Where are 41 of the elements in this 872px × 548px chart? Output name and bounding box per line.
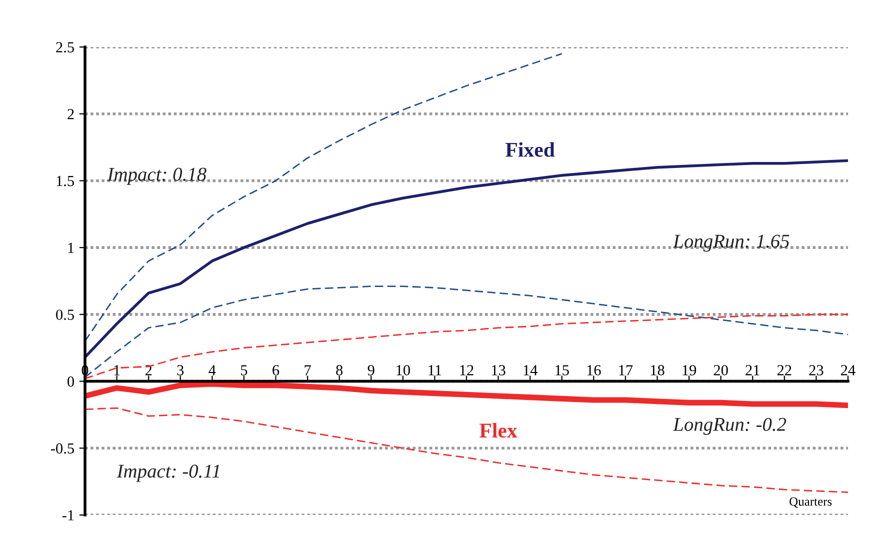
- x-tick-label: 13: [492, 365, 506, 376]
- x-tick-label: 9: [368, 365, 374, 376]
- series-label: Fixed: [506, 142, 555, 157]
- line-series: [85, 52, 563, 342]
- x-tick-label: 16: [587, 365, 601, 376]
- x-tick-label: 23: [809, 365, 824, 376]
- x-tick-label: 4: [208, 365, 216, 376]
- y-tick-label: -0.5: [50, 443, 74, 454]
- x-axis-title: Quarters: [790, 497, 832, 508]
- x-tick-label: 5: [241, 365, 248, 376]
- x-tick-label: 22: [777, 365, 792, 376]
- annotation: Impact: 0.18: [107, 168, 206, 185]
- annotation: LongRun: -0.2: [672, 418, 786, 435]
- x-tick-label: 6: [272, 365, 280, 376]
- y-tick-label: 2.5: [56, 42, 74, 53]
- x-tick-label: 7: [304, 365, 311, 376]
- x-tick-label: 12: [460, 365, 474, 376]
- y-tick-label: 2: [68, 109, 74, 120]
- x-tick-label: 18: [650, 365, 664, 376]
- x-tick-label: 15: [556, 365, 569, 376]
- annotation: LongRun: 1.65: [672, 234, 790, 252]
- x-tick-label: 20: [714, 365, 728, 376]
- x-tick-label: 24: [841, 365, 856, 376]
- annotation: Impact: -0.11: [116, 464, 220, 482]
- y-tick-label: 1.5: [56, 176, 74, 186]
- x-tick-label: 3: [177, 365, 184, 376]
- series-label: Flex: [480, 422, 518, 438]
- x-tick-label: 17: [619, 365, 633, 376]
- line-series: [85, 407, 848, 493]
- x-tick-label: 11: [428, 365, 442, 376]
- x-tick-label: 21: [746, 365, 760, 376]
- line-series: [85, 159, 848, 359]
- x-tick-label: 1: [114, 365, 120, 376]
- x-tick-label: 10: [396, 365, 410, 376]
- x-tick-label: 8: [336, 365, 343, 376]
- x-tick-label: 19: [682, 365, 696, 376]
- y-tick-label: 0.5: [56, 310, 74, 320]
- x-tick-label: 14: [524, 365, 538, 376]
- y-tick-label: 1: [68, 242, 74, 253]
- y-tick-label: 0: [68, 376, 74, 387]
- y-tick-label: -1: [62, 510, 74, 520]
